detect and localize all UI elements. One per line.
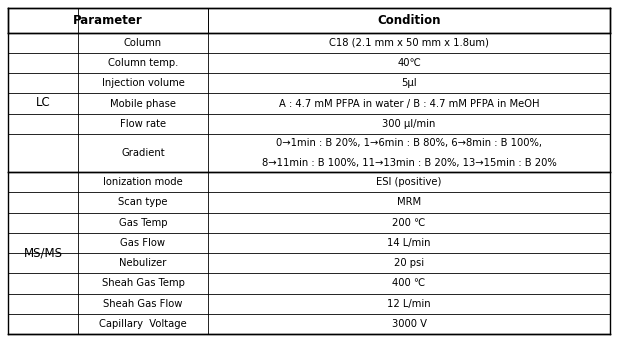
Text: Nebulizer: Nebulizer — [119, 258, 167, 268]
Text: 8→11min : B 100%, 11→13min : B 20%, 13→15min : B 20%: 8→11min : B 100%, 11→13min : B 20%, 13→1… — [261, 158, 556, 168]
Text: Sheah Gas Flow: Sheah Gas Flow — [103, 299, 183, 308]
Text: 12 L/min: 12 L/min — [387, 299, 431, 308]
Text: LC: LC — [36, 96, 51, 109]
Text: 14 L/min: 14 L/min — [387, 238, 431, 248]
Text: MS/MS: MS/MS — [23, 247, 62, 260]
Text: Gas Flow: Gas Flow — [121, 238, 166, 248]
Text: Mobile phase: Mobile phase — [110, 98, 176, 108]
Text: 200 ℃: 200 ℃ — [392, 218, 426, 228]
Text: Sheah Gas Temp: Sheah Gas Temp — [101, 278, 184, 288]
Text: 300 μl/min: 300 μl/min — [383, 119, 436, 129]
Text: 20 psi: 20 psi — [394, 258, 424, 268]
Text: 400 ℃: 400 ℃ — [392, 278, 426, 288]
Text: ESI (positive): ESI (positive) — [376, 177, 442, 187]
Text: 0→1min : B 20%, 1→6min : B 80%, 6→8min : B 100%,: 0→1min : B 20%, 1→6min : B 80%, 6→8min :… — [276, 138, 542, 148]
Text: Parameter: Parameter — [73, 14, 143, 27]
Text: Condition: Condition — [377, 14, 441, 27]
Text: Gradient: Gradient — [121, 148, 165, 158]
Text: Column: Column — [124, 38, 162, 48]
Text: Ionization mode: Ionization mode — [103, 177, 183, 187]
Text: Column temp.: Column temp. — [108, 58, 178, 68]
Text: Injection volume: Injection volume — [101, 78, 184, 88]
Text: MRM: MRM — [397, 197, 421, 208]
Text: Capillary  Voltage: Capillary Voltage — [99, 319, 187, 329]
Text: C18 (2.1 mm x 50 mm x 1.8um): C18 (2.1 mm x 50 mm x 1.8um) — [329, 38, 489, 48]
Text: 40℃: 40℃ — [397, 58, 421, 68]
Text: Flow rate: Flow rate — [120, 119, 166, 129]
Text: Gas Temp: Gas Temp — [119, 218, 167, 228]
Text: 3000 V: 3000 V — [391, 319, 426, 329]
Text: 5μl: 5μl — [401, 78, 417, 88]
Text: A : 4.7 mM PFPA in water / B : 4.7 mM PFPA in MeOH: A : 4.7 mM PFPA in water / B : 4.7 mM PF… — [279, 98, 540, 108]
Text: Scan type: Scan type — [118, 197, 167, 208]
